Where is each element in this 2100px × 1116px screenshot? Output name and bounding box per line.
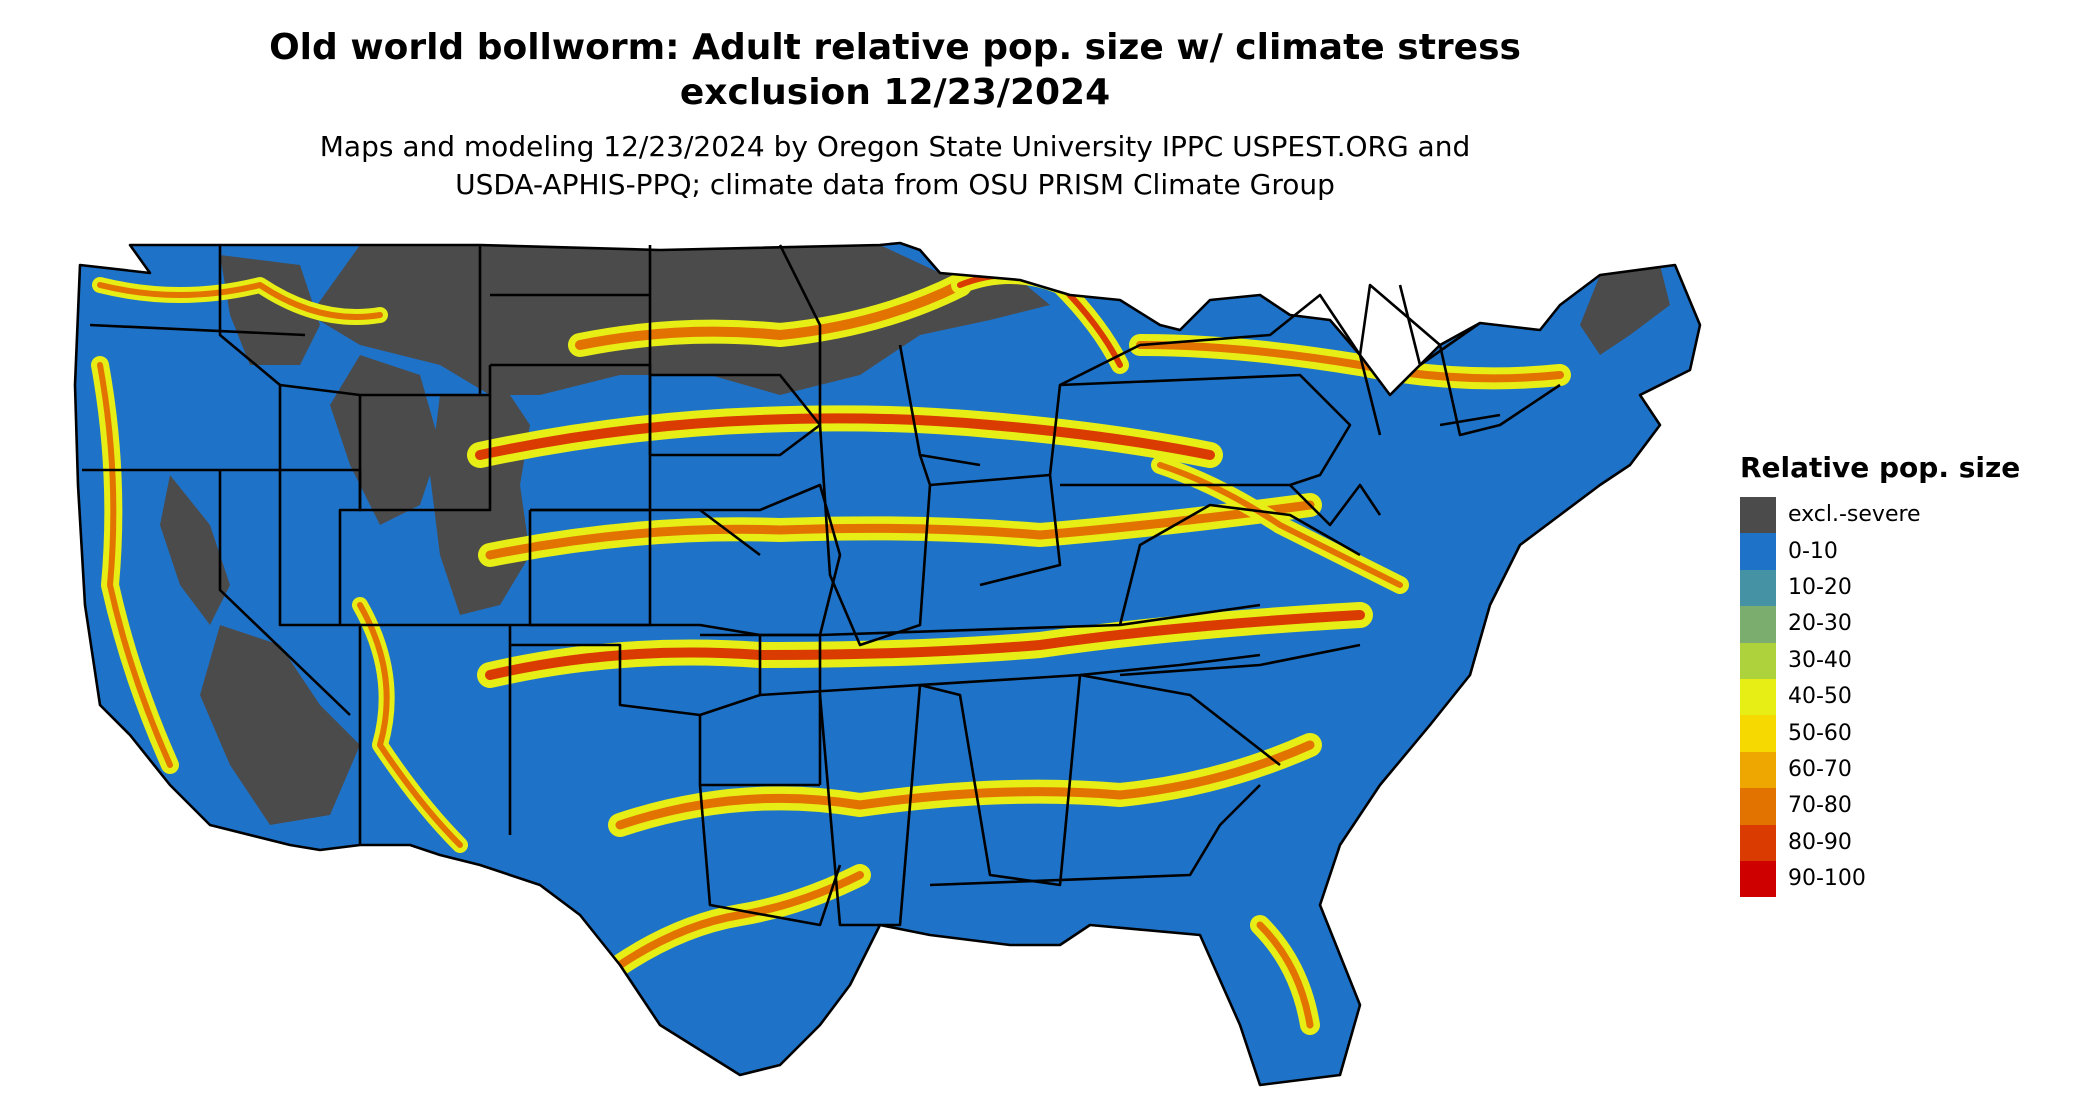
legend-label: 20-30 [1788,611,1852,637]
border-ms-al [818,684,922,927]
legend-items: excl.-severe 0-10 10-20 20-30 30-40 40-50 50-6… [1740,497,2080,898]
border-oh [929,473,1062,587]
border-mt-bottom [279,365,492,397]
map-subtitle: Maps and modeling 12/23/2024 by Oregon S… [0,128,1790,204]
legend-item: 10-20 [1740,569,2080,607]
band-florida-inner [1256,921,1314,1029]
border-ok-tx [510,635,762,717]
state-borders [73,241,1702,1087]
legend-label: 10-20 [1788,574,1852,600]
border-al-ga [919,674,1082,887]
legend-swatch [1740,751,1776,789]
map-title-line2: exclusion 12/23/2024 [679,72,1111,113]
border-va-wv [1118,503,1361,626]
us-outline [73,241,1702,1087]
map-title-line1: Old world bollworm: Adult relative pop. … [269,27,1521,68]
legend-label: excl.-severe [1788,502,1921,528]
legend-swatch [1740,678,1776,716]
excluded-region-nevada [160,475,230,625]
border-ca-nv [218,470,351,716]
band-south-inner [485,610,1365,680]
band-northwest-inner [97,282,383,320]
border-id [218,245,282,470]
border-ut [280,468,362,625]
band-west-coast-inner [97,362,173,768]
legend-item: 60-70 [1740,751,2080,789]
excluded-region-utah [330,355,440,525]
legend-label: 40-50 [1788,684,1852,710]
border-ga-sc [1079,673,1281,767]
legend-label: 60-70 [1788,756,1852,782]
excluded-region-north [310,245,1050,395]
border-ga-fl [929,784,1261,887]
border-ne-states [1398,284,1501,427]
legend-swatch [1740,606,1776,643]
border-il-in [818,424,932,647]
legend-label: 50-60 [1788,720,1852,746]
map-legend: Relative pop. size excl.-severe 0-10 10-20… [1740,450,2080,898]
legend-item: 30-40 [1740,642,2080,679]
legend-swatch [1740,497,1776,534]
border-md-de [1289,483,1382,527]
border-ne-ks [530,508,761,557]
legend-item: 70-80 [1740,788,2080,825]
border-la [698,784,842,927]
band-plains-north-inner [575,280,965,350]
excluded-region-maine [1580,265,1670,355]
legend-item: 40-50 [1740,678,2080,716]
border-ny [1059,293,1382,436]
band-texas-coast-inner [616,871,864,969]
us-map-svg [73,241,1702,1087]
border-la-ar [698,715,820,787]
band-northeast-inner [1136,341,1564,383]
legend-swatch [1740,533,1776,570]
legend-swatch [1740,824,1776,861]
border-new-england [1358,283,1561,437]
band-appalachia-inner [1157,462,1403,588]
legend-swatch [1740,860,1776,898]
band-southwest-inner [357,602,463,848]
legend-label: 90-100 [1788,866,1866,892]
band-central-inner [485,500,1315,560]
legend-swatch [1740,642,1776,679]
border-wi-mi [778,244,822,425]
border-ar [700,633,822,785]
legend-item: 20-30 [1740,606,2080,643]
map-layer [75,243,1700,1085]
map-subtitle-line1: Maps and modeling 12/23/2024 by Oregon S… [319,130,1471,163]
legend-item: 0-10 [1740,533,2080,570]
legend-label: 70-80 [1788,793,1852,819]
legend-swatch [1740,715,1776,752]
legend-swatch [1740,569,1776,607]
legend-label: 30-40 [1788,647,1852,673]
border-wa-or [89,323,306,337]
legend-item: 50-60 [1740,715,2080,752]
band-gulf-inner [615,740,1315,830]
border-nv-az [278,470,360,627]
border-ks-ok [530,623,761,637]
legend-title: Relative pop. size [1740,451,2021,484]
us-map [60,225,1720,1105]
excluded-region-southwest [200,625,360,825]
legend-label: 0-10 [1788,538,1838,564]
border-wy-bottom [358,395,492,512]
legend-label: 80-90 [1788,829,1852,855]
border-nc-sc [1119,643,1361,677]
legend-item: 90-100 [1740,860,2080,898]
legend-item: excl.-severe [1740,497,2080,534]
legend-item: 80-90 [1740,824,2080,861]
band-midwest-inner [475,413,1215,460]
map-title: Old world bollworm: Adult relative pop. … [0,25,1790,115]
heat-bands [91,266,1571,1035]
map-subtitle-line2: USDA-APHIS-PPQ; climate data from OSU PR… [455,168,1335,201]
legend-swatch [1740,788,1776,825]
